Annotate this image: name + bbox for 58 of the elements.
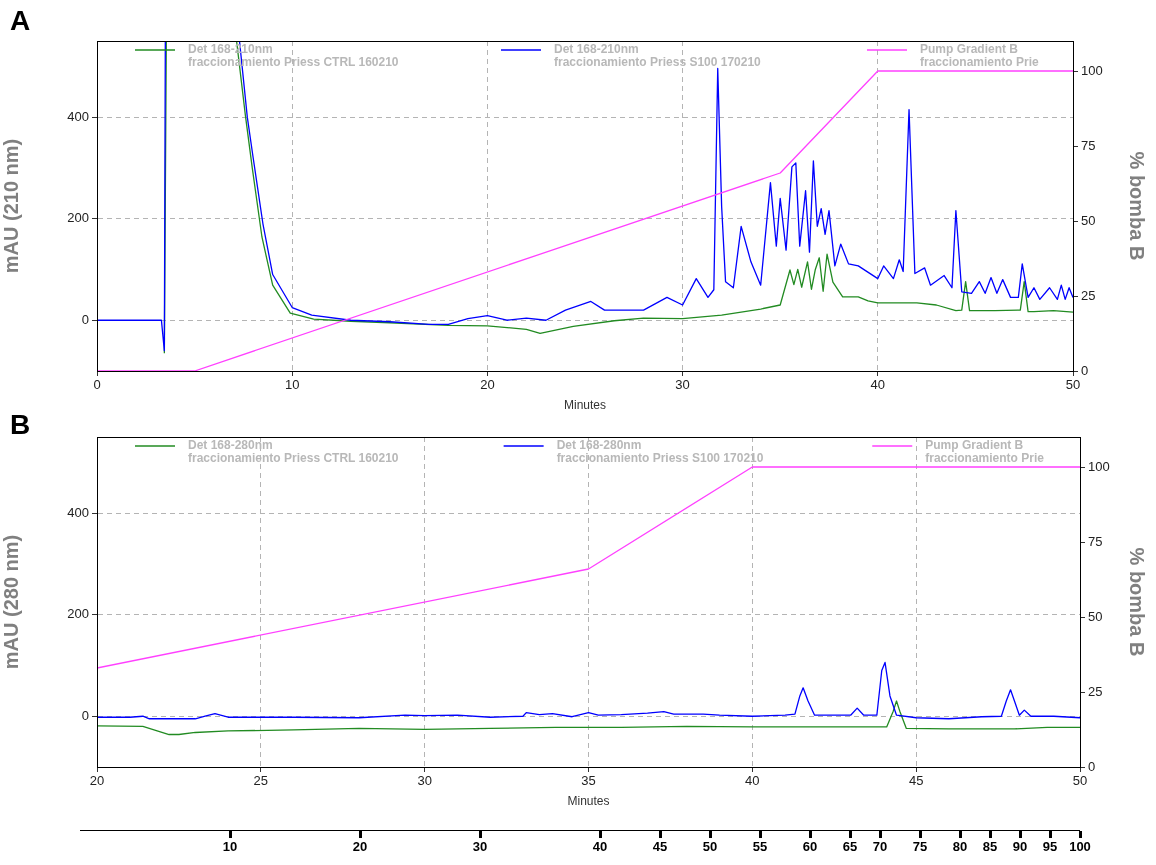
chart-title: B: [10, 409, 31, 440]
y2-tick-label: 50: [1088, 608, 1103, 624]
category-label: 70: [872, 839, 888, 855]
y2-tick-label: 75: [1088, 533, 1103, 549]
x-tick-label: 35: [581, 773, 596, 789]
category-label: 85: [982, 839, 998, 855]
y2-tick-label: 25: [1081, 287, 1096, 303]
x-tick-label: 45: [908, 773, 924, 789]
x-tick-label: 50: [1072, 773, 1088, 789]
category-label: 90: [1012, 839, 1028, 855]
category-label: 80: [952, 839, 968, 855]
y2-tick-label: 75: [1081, 137, 1096, 153]
category-label: 60: [802, 839, 818, 855]
y2-axis-title: % bomba B: [1126, 547, 1149, 657]
x-axis-title: Minutes: [563, 398, 607, 413]
x-tick-label: 25: [253, 773, 269, 789]
y2-tick-label: 100: [1088, 458, 1110, 474]
x-tick-label: 20: [89, 773, 105, 789]
chart-title: A: [10, 5, 31, 36]
legend-label: Det 168-280nm fraccionamiento Priess S100 170210: [556, 438, 764, 466]
x-tick-label: 20: [480, 377, 495, 393]
category-label: 50: [702, 839, 718, 855]
legend-label: Pump Gradient B fraccionamiento Prie: [925, 438, 1045, 466]
category-label: 100: [1069, 839, 1091, 855]
category-label: 40: [592, 839, 608, 855]
x-tick-label: 30: [417, 773, 432, 789]
legend-label: Pump Gradient B fraccionamiento Prie: [920, 42, 1040, 70]
y-tick-label: 200: [67, 210, 89, 226]
y2-tick-label: 25: [1088, 683, 1103, 699]
category-label: 55: [752, 839, 768, 855]
x-tick-label: 40: [870, 377, 886, 393]
y-tick-label: 0: [81, 707, 89, 723]
category-label: 65: [842, 839, 858, 855]
x-tick-label: 40: [745, 773, 760, 789]
legend-label: Det 168-210nm fraccionamiento Priess S100 170210: [554, 42, 762, 70]
y2-tick-label: 50: [1081, 212, 1096, 228]
y2-axis-title: % bomba B: [1126, 151, 1149, 261]
category-label: 10: [222, 839, 238, 855]
x-axis-title: Minutes: [567, 794, 610, 809]
y-tick-label: 200: [67, 606, 89, 622]
y-tick-label: 400: [67, 108, 89, 124]
x-tick-label: 50: [1065, 377, 1081, 393]
category-label: 45: [652, 839, 668, 855]
x-tick-label: 0: [93, 377, 101, 393]
x-tick-label: 30: [675, 377, 690, 393]
y-tick-label: 400: [67, 504, 89, 520]
y2-tick-label: 100: [1081, 62, 1103, 78]
y-axis-title: mAU (280 nm): [0, 534, 22, 670]
category-label: 20: [352, 839, 368, 855]
category-label: 75: [912, 839, 928, 855]
category-label: 95: [1042, 839, 1058, 855]
x-tick-label: 10: [284, 377, 300, 393]
y-axis-title: mAU (210 nm): [0, 138, 22, 274]
legend-label: Det 168-280nm fraccionamiento Priess CTRL 160210: [188, 438, 399, 466]
category-label: 30: [472, 839, 488, 855]
y2-tick-label: 0: [1088, 758, 1096, 774]
y2-tick-label: 0: [1081, 362, 1089, 378]
y-tick-label: 0: [81, 311, 89, 327]
